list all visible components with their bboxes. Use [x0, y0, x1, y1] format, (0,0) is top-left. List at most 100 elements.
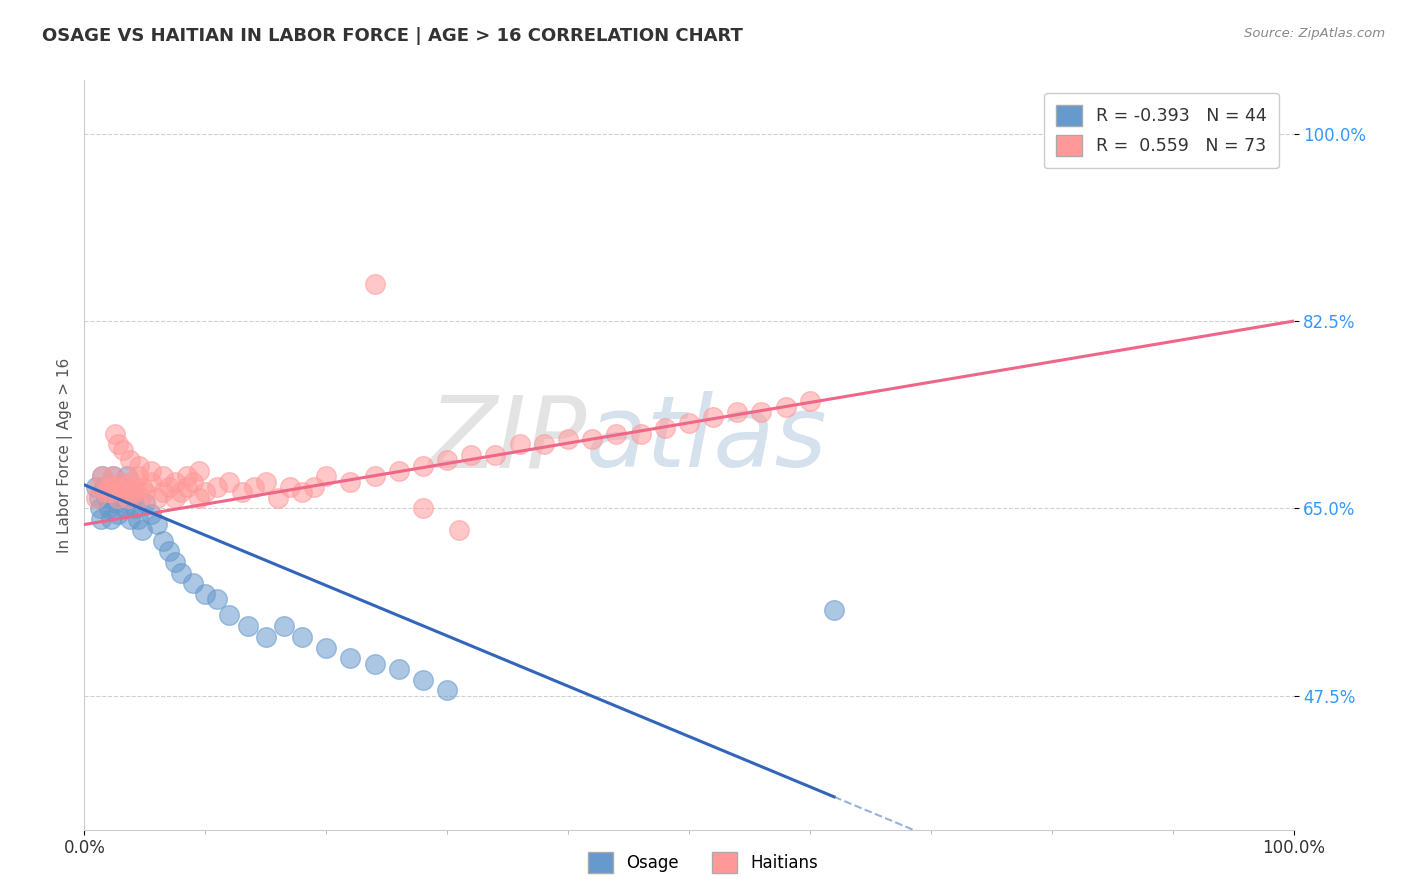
- Point: [702, 410, 724, 425]
- Point: [90, 512, 112, 526]
- Legend: Osage, Haitians: Osage, Haitians: [581, 846, 825, 880]
- Point: [823, 603, 845, 617]
- Point: [110, 475, 132, 489]
- Point: [146, 517, 169, 532]
- Point: [278, 480, 301, 494]
- Point: [97, 501, 120, 516]
- Point: [91, 469, 114, 483]
- Point: [412, 501, 434, 516]
- Point: [139, 475, 162, 489]
- Point: [103, 469, 125, 483]
- Point: [605, 426, 627, 441]
- Point: [120, 475, 142, 489]
- Point: [165, 555, 187, 569]
- Point: [112, 485, 135, 500]
- Point: [94, 485, 117, 500]
- Legend: R = -0.393   N = 44, R =  0.559   N = 73: R = -0.393 N = 44, R = 0.559 N = 73: [1043, 93, 1279, 168]
- Point: [188, 491, 211, 505]
- Point: [139, 464, 162, 478]
- Point: [89, 501, 111, 516]
- Point: [412, 458, 434, 473]
- Point: [121, 491, 143, 505]
- Point: [291, 630, 314, 644]
- Point: [114, 480, 136, 494]
- Point: [339, 475, 361, 489]
- Point: [110, 480, 132, 494]
- Point: [181, 475, 204, 489]
- Point: [104, 485, 127, 500]
- Point: [218, 475, 240, 489]
- Point: [533, 437, 555, 451]
- Point: [254, 630, 277, 644]
- Point: [412, 673, 434, 687]
- Text: Source: ZipAtlas.com: Source: ZipAtlas.com: [1244, 27, 1385, 40]
- Point: [87, 480, 110, 494]
- Point: [315, 469, 337, 483]
- Point: [775, 400, 797, 414]
- Point: [678, 416, 700, 430]
- Point: [176, 480, 198, 494]
- Y-axis label: In Labor Force | Age > 16: In Labor Force | Age > 16: [58, 358, 73, 552]
- Point: [157, 480, 180, 494]
- Point: [115, 469, 138, 483]
- Point: [436, 453, 458, 467]
- Point: [100, 485, 122, 500]
- Point: [107, 507, 129, 521]
- Point: [131, 480, 153, 494]
- Point: [339, 651, 361, 665]
- Point: [146, 491, 169, 505]
- Point: [236, 619, 259, 633]
- Point: [267, 491, 290, 505]
- Point: [112, 442, 135, 457]
- Point: [103, 469, 125, 483]
- Point: [86, 491, 108, 505]
- Text: ZIP: ZIP: [427, 392, 586, 489]
- Point: [273, 619, 295, 633]
- Point: [363, 277, 385, 291]
- Point: [129, 491, 152, 505]
- Point: [112, 491, 135, 505]
- Point: [86, 480, 108, 494]
- Point: [97, 480, 120, 494]
- Text: OSAGE VS HAITIAN IN LABOR FORCE | AGE > 16 CORRELATION CHART: OSAGE VS HAITIAN IN LABOR FORCE | AGE > …: [42, 27, 742, 45]
- Point: [134, 485, 156, 500]
- Point: [231, 485, 253, 500]
- Point: [124, 501, 146, 516]
- Point: [181, 576, 204, 591]
- Point: [120, 512, 142, 526]
- Point: [170, 485, 193, 500]
- Point: [218, 608, 240, 623]
- Point: [194, 485, 217, 500]
- Point: [94, 491, 117, 505]
- Point: [242, 480, 264, 494]
- Point: [117, 491, 139, 505]
- Point: [436, 683, 458, 698]
- Point: [725, 405, 748, 419]
- Point: [131, 523, 153, 537]
- Point: [124, 480, 146, 494]
- Point: [165, 475, 187, 489]
- Point: [134, 496, 156, 510]
- Point: [388, 464, 411, 478]
- Point: [104, 496, 127, 510]
- Point: [107, 491, 129, 505]
- Point: [152, 485, 174, 500]
- Point: [176, 469, 198, 483]
- Point: [557, 432, 579, 446]
- Point: [630, 426, 652, 441]
- Point: [107, 437, 129, 451]
- Point: [315, 640, 337, 655]
- Point: [104, 480, 127, 494]
- Point: [363, 469, 385, 483]
- Point: [581, 432, 603, 446]
- Point: [363, 657, 385, 671]
- Point: [127, 512, 149, 526]
- Point: [460, 448, 482, 462]
- Point: [654, 421, 676, 435]
- Point: [120, 453, 142, 467]
- Point: [91, 469, 114, 483]
- Point: [751, 405, 773, 419]
- Point: [152, 469, 174, 483]
- Text: atlas: atlas: [586, 392, 828, 489]
- Point: [165, 491, 187, 505]
